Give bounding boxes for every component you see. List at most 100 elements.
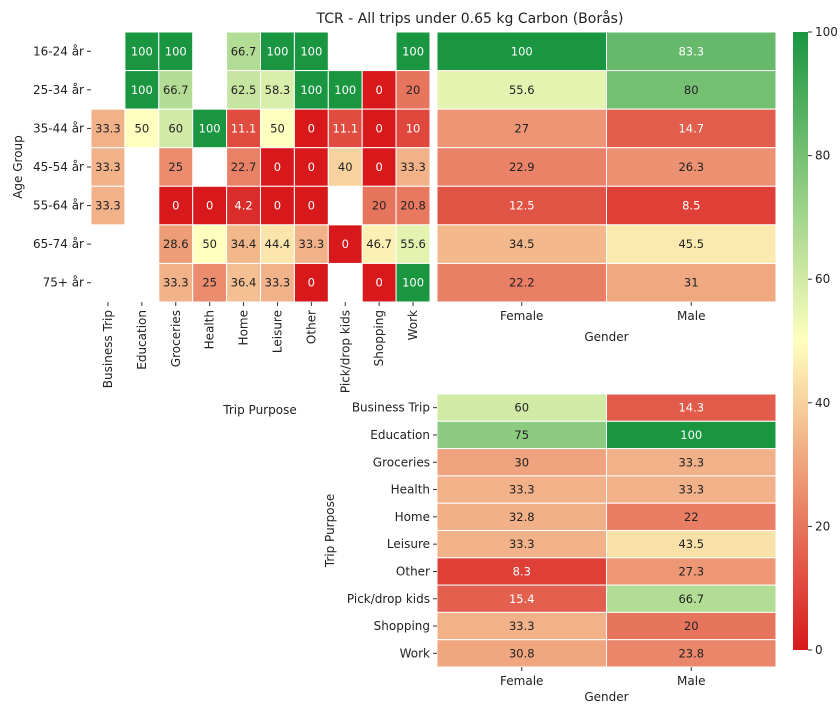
- heatmap-cell: [293, 224, 329, 264]
- heatmap-cell: [361, 147, 397, 187]
- y-axis-label: Age Group: [11, 135, 25, 199]
- heatmap-cell: [395, 262, 431, 303]
- heatmap-cell: [436, 420, 607, 450]
- colorbar-tick-label: 100: [815, 25, 838, 39]
- heatmap-cell: [158, 262, 194, 303]
- y-tick-label: 75+ år: [43, 276, 84, 290]
- cell-value-label: 100: [680, 428, 702, 442]
- cell-value-label: 55.6: [509, 83, 535, 97]
- heatmap-cell: [124, 108, 160, 149]
- cell-value-label: 0: [308, 276, 315, 290]
- cell-value-label: 33.3: [299, 237, 325, 251]
- heatmap-cell: [293, 147, 329, 187]
- cell-value-label: 0: [274, 160, 281, 174]
- heatmap-cell: [361, 224, 397, 264]
- cell-value-label: 14.7: [678, 121, 704, 135]
- cell-value-label: 0: [375, 83, 382, 97]
- cell-value-label: 100: [131, 83, 153, 97]
- heatmap-cell: [606, 448, 777, 477]
- heatmap-cell: [158, 70, 194, 110]
- cell-value-label: 0: [342, 237, 349, 251]
- y-tick-label: Education: [370, 428, 430, 442]
- x-tick-label: Pick/drop kids: [338, 310, 352, 393]
- y-tick-label: Leisure: [387, 537, 430, 551]
- x-tick-label: Education: [135, 310, 149, 370]
- heatmap-cell: [436, 185, 607, 226]
- cell-value-label: 0: [308, 121, 315, 135]
- cell-value-label: 22.2: [509, 276, 535, 290]
- heatmap-cell: [606, 70, 777, 110]
- cell-value-label: 10: [406, 121, 421, 135]
- heatmap-cell: [192, 224, 228, 264]
- cell-value-label: 32.8: [509, 510, 535, 524]
- y-tick-label: 35-44 år: [33, 121, 84, 135]
- x-tick-label: Male: [677, 674, 705, 688]
- x-tick-label: Female: [500, 309, 543, 323]
- cell-value-label: 20.8: [400, 199, 426, 213]
- cell-value-label: 100: [334, 83, 356, 97]
- heatmap-cell: [606, 31, 777, 72]
- cell-value-label: 66.7: [678, 592, 704, 606]
- x-tick-label: Work: [406, 310, 420, 340]
- cell-value-label: 14.3: [678, 401, 704, 415]
- y-tick-label: 25-34 år: [33, 83, 84, 97]
- y-tick-label: Health: [391, 483, 430, 497]
- cell-value-label: 22.7: [231, 160, 257, 174]
- heatmap-cell: [158, 147, 194, 187]
- cell-value-label: 100: [165, 44, 187, 58]
- colorbar-gradient: [793, 32, 808, 650]
- cell-value-label: 25: [168, 160, 183, 174]
- heatmap-cell: [606, 185, 777, 226]
- heatmap-cell: [395, 31, 431, 72]
- y-tick-label: Other: [396, 564, 430, 578]
- cell-value-label: 27: [514, 121, 529, 135]
- heatmap-cell: [606, 611, 777, 641]
- heatmap-cell: [158, 31, 194, 72]
- cell-value-label: 75: [514, 428, 529, 442]
- heatmap-cell: [260, 70, 295, 110]
- x-tick-label: Other: [304, 310, 318, 344]
- y-axis-label: Trip Purpose: [323, 494, 337, 568]
- x-tick-label: Leisure: [270, 310, 284, 353]
- cell-value-label: 33.3: [95, 199, 121, 213]
- cell-value-label: 23.8: [678, 646, 704, 660]
- colorbar: 0 20 40 60 80 100: [793, 25, 838, 657]
- heatmap-cell: [395, 108, 431, 149]
- heatmap-cell: [436, 108, 607, 149]
- cell-value-label: 100: [402, 276, 424, 290]
- cell-value-label: 0: [308, 199, 315, 213]
- cell-value-label: 44.4: [265, 237, 291, 251]
- heatmap-cell: [327, 224, 363, 264]
- x-axis-label: Gender: [584, 330, 628, 344]
- cell-value-label: 33.3: [509, 483, 535, 497]
- cell-value-label: 8.3: [513, 564, 531, 578]
- cell-value-label: 46.7: [366, 237, 392, 251]
- heatmap-cell: [327, 70, 363, 110]
- cell-value-label: 8.5: [682, 199, 700, 213]
- cell-value-label: 62.5: [231, 83, 257, 97]
- cell-value-label: 100: [300, 44, 322, 58]
- colorbar-tick-label: 80: [815, 149, 830, 163]
- heatmap-age-by-gender: 100 83.3 55.6 80 27 14.7 22.9 26.3 12.5 8.5 34.5 45…: [436, 31, 777, 344]
- cell-value-label: 20: [406, 83, 421, 97]
- heatmap-cell: [293, 108, 329, 149]
- cell-value-label: 33.3: [265, 276, 291, 290]
- cell-value-label: 0: [206, 199, 213, 213]
- cell-value-label: 34.5: [509, 237, 535, 251]
- cell-value-label: 66.7: [231, 44, 257, 58]
- cell-value-label: 30: [514, 455, 529, 469]
- cell-value-label: 12.5: [509, 199, 535, 213]
- cell-value-label: 33.3: [678, 483, 704, 497]
- cell-value-label: 28.6: [163, 237, 189, 251]
- colorbar-tick-label: 60: [815, 272, 830, 286]
- cell-value-label: 15.4: [509, 592, 535, 606]
- y-tick-label: Pick/drop kids: [347, 592, 430, 606]
- cell-value-label: 100: [199, 121, 221, 135]
- cell-value-label: 33.3: [678, 455, 704, 469]
- cell-value-label: 0: [375, 276, 382, 290]
- cell-value-label: 100: [402, 44, 424, 58]
- cell-value-label: 33.3: [95, 160, 121, 174]
- x-tick-label: Female: [500, 674, 543, 688]
